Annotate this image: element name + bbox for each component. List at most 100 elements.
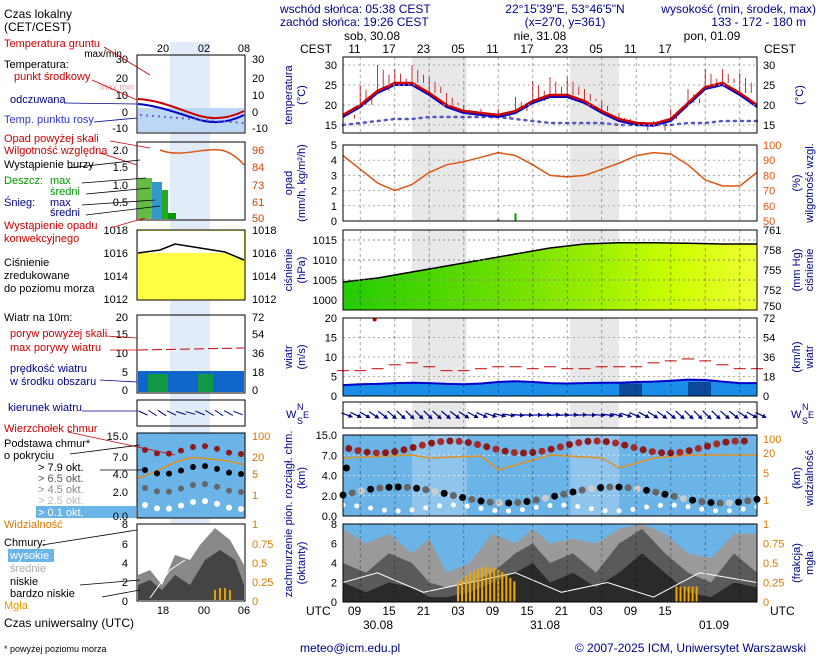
compass-n-right: N: [802, 402, 809, 412]
cloud-base-dot: [707, 499, 715, 507]
legend-cloud-base-2: o pokryciu: [4, 450, 54, 462]
cloud-top-dot: [639, 446, 647, 454]
label-press-right-unit: (mm Hg): [791, 249, 803, 292]
legend-precip-panel: [136, 141, 246, 221]
fog-bar: [683, 586, 686, 602]
legend-temp-panel: [136, 54, 246, 134]
panel-frame: [342, 434, 758, 517]
legend-cloud-dot: [178, 447, 184, 454]
cloud-base-dot: [523, 498, 531, 506]
wind-dir-arrow: [666, 410, 676, 420]
sunrise-text: wschód słońca: 05:38 CEST: [279, 2, 431, 16]
legend-humidity: Wilgotność względna: [4, 145, 108, 157]
label-precip-unit: (mm/h, kg/m²/h): [296, 144, 308, 222]
temp-tick-right: 15: [763, 120, 775, 132]
legend-cloud-dot: [238, 505, 244, 512]
legend-fog: Mgła: [4, 600, 29, 612]
svg-text:0.75: 0.75: [252, 539, 273, 551]
top-axis: CEST CEST sob, 30.08 nie, 31.08 pon, 01.…: [300, 29, 797, 56]
cloud-top-dot: [538, 447, 546, 455]
legend-cloud-top: Wierzchołek chmur: [4, 423, 98, 435]
svg-text:5: 5: [122, 367, 128, 379]
wind-dir-arrow: [350, 411, 362, 419]
legend-cl-low: niskie: [10, 576, 38, 588]
legend-cloud-dot: [214, 465, 220, 472]
panel-frame: [342, 317, 758, 397]
precip-tick-left: 3: [331, 170, 337, 182]
bottom-hour-tick: 21: [417, 604, 431, 618]
cloud-top-dot: [593, 437, 601, 445]
wind-dir-arrow: [629, 412, 641, 419]
arrow-head: [734, 414, 739, 419]
cloud-low-dot: [464, 503, 470, 509]
legend-cloud-dot: [238, 450, 244, 457]
legend-gust-above: poryw powyżej skali: [10, 328, 107, 340]
svg-text:-10: -10: [252, 123, 268, 135]
fog-bar: [501, 572, 504, 602]
legend-arrow-shaft: [157, 409, 167, 417]
legend-arrow-shaft: [185, 411, 196, 415]
compass-s-left: S: [297, 416, 303, 426]
cloud-low-dot: [506, 508, 512, 514]
cloud-base-dot: [357, 487, 365, 495]
svg-text:20: 20: [252, 73, 264, 85]
cloud-base-dot: [551, 492, 559, 500]
legend-cloud-dot: [142, 502, 148, 508]
cloud-low-dot: [685, 504, 691, 510]
label-hum-unit: (%): [791, 174, 803, 191]
bottom-zone-right: UTC: [770, 604, 795, 618]
cloud-base-dot: [744, 497, 752, 505]
svg-text:6: 6: [122, 539, 128, 551]
cloud-base-dot: [698, 498, 706, 506]
svg-text:1: 1: [252, 519, 258, 531]
wind-strong-block: [619, 383, 642, 396]
cloud-top-dot: [501, 447, 509, 455]
legend-press-line: [137, 243, 245, 261]
cloud-low-dot: [423, 505, 429, 511]
arrow-head: [618, 413, 623, 418]
fog-bar: [695, 586, 698, 602]
press-tick-left: 1005: [313, 275, 337, 287]
arrow-head: [555, 412, 560, 418]
cloud-base-dot: [468, 495, 476, 503]
wind-tick-right: 72: [763, 313, 775, 325]
vis-tick-right: 5: [763, 468, 769, 480]
legend-cloud-dot: [202, 463, 208, 470]
cloud-base-dot: [597, 484, 605, 492]
cloud-base-dot: [689, 496, 697, 504]
top-hour-tick: 17: [382, 42, 396, 56]
pressure-line: [342, 242, 757, 283]
svg-text:1.0: 1.0: [113, 180, 128, 192]
cloud-base-dot: [578, 486, 586, 494]
cloud-base-dot: [670, 492, 678, 500]
legend-wind-arrows: [138, 409, 243, 417]
legend-temperature: Temperatura:: [4, 59, 69, 71]
temp-tick-right: 20: [763, 100, 775, 112]
cloud-base-dot: [615, 483, 623, 491]
bottom-hour-tick: 09: [486, 604, 500, 618]
top-hour-tick: 23: [555, 42, 569, 56]
night-band: [412, 57, 467, 133]
legend-cloud-dot: [154, 470, 160, 477]
cloud-top-dot: [722, 438, 730, 446]
svg-text:0.5: 0.5: [113, 197, 128, 209]
legend-utc-tick: 00: [198, 605, 210, 617]
cloud-low-dot: [409, 507, 415, 513]
cloud-base-dot: [569, 488, 577, 496]
cloud-top-dot: [400, 446, 408, 454]
svg-text:100: 100: [252, 431, 270, 443]
legend-wind-speed-2: w środku obszaru: [9, 376, 96, 388]
cloud-base-dot: [422, 486, 430, 494]
legend-leaders-black: [41, 159, 161, 598]
bottom-hour-tick: 09: [348, 604, 362, 618]
night-band: [412, 145, 467, 221]
legend-arrow: [195, 410, 205, 416]
cloud-base-dot: [643, 486, 651, 494]
arrow-head: [679, 414, 685, 420]
press-tick-right: 758: [763, 245, 781, 257]
legend-okt-1: > 7.9 okt.: [38, 462, 84, 474]
bottom-zone-left: UTC: [306, 604, 331, 618]
legend-arrow: [204, 409, 215, 417]
bottom-hour-tick: 15: [382, 604, 396, 618]
wind-area: [343, 379, 757, 396]
